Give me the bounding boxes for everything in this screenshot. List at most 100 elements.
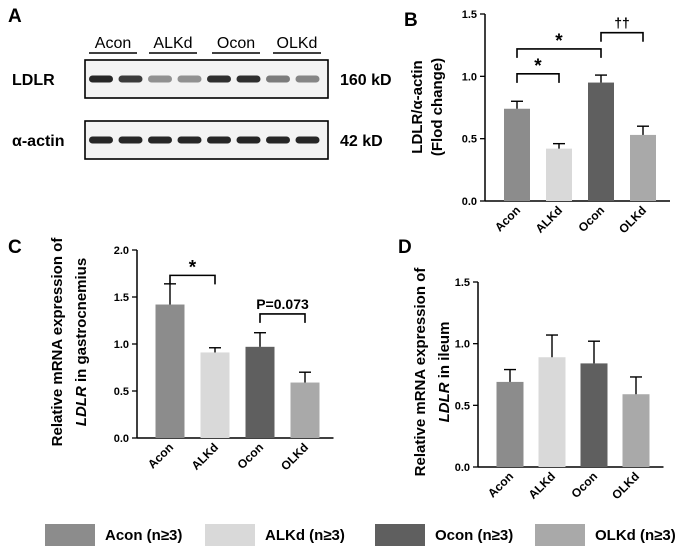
x-tick-label-b-acon: Acon: [492, 203, 523, 234]
x-tick-label-d-olkd: OLKd: [609, 469, 642, 502]
y-axis-label-d-line1: Relative mRNA expression of: [412, 267, 429, 477]
protein-label-actin: α-actin: [12, 133, 65, 150]
blot-band: [207, 75, 231, 83]
lane-label-olkd: OLKd: [277, 35, 318, 52]
y-tick-label-c: 0.0: [114, 433, 129, 445]
panel-letter-d: D: [398, 237, 412, 258]
x-tick-label-b-alkd: ALKd: [533, 203, 566, 236]
y-tick-label-c: 0.5: [114, 386, 129, 398]
bar-d-alkd: [538, 357, 566, 467]
significance-bracket-b-2: [600, 31, 644, 42]
panel-letter-a: A: [8, 6, 22, 27]
y-tick-label-d: 0.5: [455, 400, 470, 412]
protein-label-ldlr: LDLR: [12, 72, 55, 89]
blot-band: [177, 75, 202, 83]
blot-band: [295, 75, 320, 83]
panel-letter-b: B: [404, 10, 418, 31]
lane-label-alkd: ALKd: [153, 35, 192, 52]
legend-label-alkd: ALKd (n≥3): [265, 526, 345, 544]
y-tick-label-c: 2.0: [114, 245, 129, 257]
y-tick-label-b: 0.0: [462, 196, 477, 208]
y-axis-label-rest-d: in ileum: [436, 322, 453, 383]
y-axis-label-c-line2: LDLR in gastrocnemius: [73, 258, 90, 426]
bar-d-ocon: [580, 363, 608, 467]
bar-b-acon: [504, 108, 530, 201]
blot-band: [236, 136, 261, 144]
x-tick-label-c-acon: Acon: [145, 440, 176, 471]
blot-band: [148, 75, 172, 83]
bar-c-olkd: [290, 382, 320, 438]
significance-bracket-b-1: [516, 48, 602, 58]
legend-item-ocon: Ocon (n≥3): [375, 522, 513, 548]
x-tick-label-d-ocon: Ocon: [569, 469, 601, 501]
legend-swatch-acon: [45, 524, 95, 546]
blot-band: [118, 136, 143, 144]
y-tick-label-d: 1.5: [455, 277, 470, 289]
blot-band: [148, 136, 172, 144]
y-axis-label-c-line1: Relative mRNA expression of: [49, 237, 66, 447]
x-tick-label-d-alkd: ALKd: [526, 469, 559, 502]
legend-item-olkd: OLKd (n≥3): [535, 522, 676, 548]
y-tick-label-b: 1.5: [462, 9, 477, 21]
y-tick-label-c: 1.5: [114, 292, 129, 304]
legend-label-acon: Acon (n≥3): [105, 526, 183, 544]
y-tick-label-b: 1.0: [462, 71, 477, 83]
y-tick-label-d: 1.0: [455, 339, 470, 351]
y-tick-label-d: 0.0: [455, 462, 470, 474]
blot-band: [295, 136, 320, 144]
significance-label-c-0: *: [189, 257, 197, 278]
blot-band: [266, 136, 290, 144]
x-tick-label-c-olkd: OLKd: [278, 440, 311, 473]
bar-d-olkd: [622, 394, 650, 467]
blot-band: [118, 75, 143, 83]
y-tick-label-b: 0.5: [462, 134, 477, 146]
x-tick-label-d-acon: Acon: [485, 469, 516, 500]
y-axis-label-b-line2: (Flod change): [429, 58, 446, 156]
legend-swatch-olkd: [535, 524, 585, 546]
blot-band: [89, 136, 113, 144]
significance-label-b-1: *: [555, 31, 563, 52]
chart-panel-d: D 0.0 0.5 1.0 1.5 Relative mRNA expression of…: [398, 237, 664, 502]
y-axis-label-b-line1: LDLR/α-actin: [409, 60, 426, 153]
x-tick-label-c-alkd: ALKd: [189, 440, 222, 473]
legend-label-ocon: Ocon (n≥3): [435, 526, 514, 544]
lane-label-ocon: Ocon: [217, 35, 255, 52]
legend-label-olkd: OLKd (n≥3): [595, 526, 676, 544]
significance-label-b-2: ††: [614, 15, 630, 31]
blot-band: [266, 75, 290, 83]
legend-item-acon: Acon (n≥3): [45, 522, 182, 548]
chart-panel-b: B 0.0 0.5 1.0 1.5 LDLR/α-actin (Flod change) Ac…: [404, 9, 670, 236]
blot-band: [89, 75, 113, 83]
x-tick-label-b-olkd: OLKd: [616, 203, 649, 236]
bar-d-acon: [496, 381, 524, 467]
blot-band: [236, 75, 261, 83]
bar-c-acon: [155, 304, 185, 438]
legend-swatch-alkd: [205, 524, 255, 546]
legend-item-alkd: ALKd (n≥3): [205, 522, 345, 548]
band-size-actin: 42 kD: [340, 133, 383, 150]
significance-label-c-1: P=0.073: [256, 296, 309, 312]
y-axis-label-italic-d: LDLR: [436, 382, 453, 422]
western-blot-panel: A Acon ALKd Ocon OLKd LDLR 160 kD α-actin 42 kD: [8, 6, 392, 160]
significance-bracket-c-1: [259, 313, 306, 323]
bar-b-olkd: [630, 134, 656, 201]
blot-band: [207, 136, 231, 144]
chart-panel-c: C 0.0 0.5 1.0 1.5 2.0 Relative mRNA expression…: [8, 237, 334, 473]
y-tick-label-c: 1.0: [114, 339, 129, 351]
significance-label-b-0: *: [534, 56, 542, 77]
bar-b-ocon: [588, 82, 614, 201]
x-tick-label-b-ocon: Ocon: [576, 203, 608, 235]
bar-c-ocon: [245, 346, 275, 438]
band-size-ldlr: 160 kD: [340, 72, 392, 89]
panel-letter-c: C: [8, 237, 22, 258]
y-axis-label-italic-c: LDLR: [73, 386, 90, 426]
y-axis-label-rest-c: in gastrocnemius: [73, 258, 90, 386]
legend: Acon (n≥3) ALKd (n≥3) Ocon (n≥3) OLKd (n…: [0, 512, 685, 552]
x-tick-label-c-ocon: Ocon: [235, 440, 267, 472]
bar-b-alkd: [546, 148, 572, 201]
legend-swatch-ocon: [375, 524, 425, 546]
lane-label-acon: Acon: [95, 35, 131, 52]
y-axis-label-d-line2: LDLR in ileum: [436, 322, 453, 423]
significance-bracket-c-0: [169, 274, 216, 285]
